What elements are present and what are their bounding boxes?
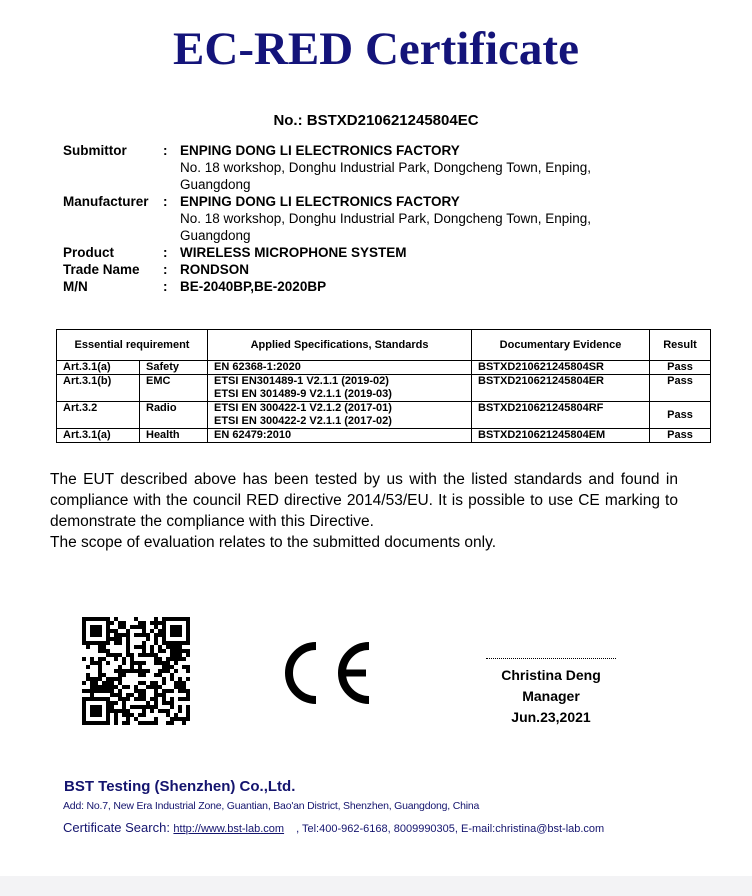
table-row: Art.3.1(a) Safety EN 62368-1:2020 BSTXD2… [56, 360, 711, 375]
header-evidence: Documentary Evidence [471, 329, 650, 361]
ce-mark-logo [285, 642, 370, 704]
table-row: Art.3.1(a) Health EN 62479:2010 BSTXD210… [56, 428, 711, 443]
header-specifications: Applied Specifications, Standards [207, 329, 472, 361]
submittor-name: ENPING DONG LI ELECTRONICS FACTORY [180, 143, 460, 158]
header-result: Result [649, 329, 711, 361]
requirement: Health [139, 428, 208, 443]
trade-name-value: RONDSON [180, 262, 250, 277]
company-address: Add: No.7, New Era Industrial Zone, Guan… [63, 800, 480, 812]
article: Art.3.1(a) [56, 428, 140, 443]
result: Pass [649, 374, 711, 402]
manufacturer-label: Manufacturer [63, 194, 149, 209]
signatory-name: Christina Deng [501, 667, 601, 683]
viewer-bottom-bar [0, 876, 752, 896]
product-label: Product [63, 245, 115, 260]
evidence: BSTXD210621245804SR [471, 360, 650, 375]
article: Art.3.2 [56, 401, 140, 429]
requirement: EMC [139, 374, 208, 402]
submittor-label: Submittor [63, 143, 127, 158]
requirements-table: Essential requirement Applied Specificat… [56, 329, 711, 443]
certificate-title: EC-RED Certificate [173, 23, 579, 75]
article: Art.3.1(a) [56, 360, 140, 375]
evidence: BSTXD210621245804ER [471, 374, 650, 402]
specification: EN 62479:2010 [207, 428, 472, 443]
evidence: BSTXD210621245804RF [471, 401, 650, 429]
colon: : [163, 279, 168, 294]
model-value: BE-2040BP,BE-2020BP [180, 279, 327, 294]
colon: : [163, 262, 168, 277]
trade-name-label: Trade Name [63, 262, 140, 277]
specification: ETSI EN 300422-1 V2.1.2 (2017-01) [214, 402, 392, 414]
requirement: Safety [139, 360, 208, 375]
evidence: BSTXD210621245804EM [471, 428, 650, 443]
search-label: Certificate Search: [63, 820, 170, 835]
certificate-number: No.: BSTXD210621245804EC [273, 112, 479, 129]
signatory-role: Manager [522, 688, 580, 704]
header-requirement: Essential requirement [56, 329, 208, 361]
company-name: BST Testing (Shenzhen) Co.,Ltd. [64, 778, 296, 795]
result: Pass [649, 428, 711, 443]
colon: : [163, 194, 168, 209]
specification: ETSI EN 301489-9 V2.1.1 (2019-03) [214, 388, 392, 400]
table-row: Art.3.2 Radio ETSI EN 300422-1 V2.1.2 (2… [56, 401, 711, 429]
statement: The EUT described above has been tested … [50, 469, 678, 553]
qr-code[interactable] [82, 617, 190, 725]
info-block: Submittor: ENPING DONG LI ELECTRONICS FAC… [63, 142, 640, 295]
result: Pass [649, 360, 711, 375]
manufacturer-address: No. 18 workshop, Donghu Industrial Park,… [180, 211, 591, 243]
product-value: WIRELESS MICROPHONE SYSTEM [180, 245, 407, 260]
colon: : [163, 143, 168, 158]
specification: ETSI EN 300422-2 V2.1.1 (2017-02) [214, 415, 392, 427]
colon: : [163, 245, 168, 260]
specification: ETSI EN301489-1 V2.1.1 (2019-02) [214, 375, 389, 387]
submittor-address: No. 18 workshop, Donghu Industrial Park,… [180, 160, 591, 192]
certificate-search: Certificate Search: http://www.bst-lab.c… [63, 820, 604, 835]
article: Art.3.1(b) [56, 374, 140, 402]
website-link[interactable]: http://www.bst-lab.com [173, 823, 285, 835]
compliance-statement: The EUT described above has been tested … [50, 471, 678, 530]
contact-info: , Tel:400-962-6168, 8009990305, E-mail:c… [296, 823, 605, 835]
specification: EN 62368-1:2020 [207, 360, 472, 375]
result: Pass [649, 401, 711, 429]
table-row: Art.3.1(b) EMC ETSI EN301489-1 V2.1.1 (2… [56, 374, 711, 402]
signature-block: Christina Deng Manager Jun.23,2021 [486, 658, 616, 728]
model-label: M/N [63, 279, 88, 294]
manufacturer-name: ENPING DONG LI ELECTRONICS FACTORY [180, 194, 460, 209]
signature-date: Jun.23,2021 [511, 709, 591, 725]
requirement: Radio [139, 401, 208, 429]
scope-statement: The scope of evaluation relates to the s… [50, 534, 497, 551]
